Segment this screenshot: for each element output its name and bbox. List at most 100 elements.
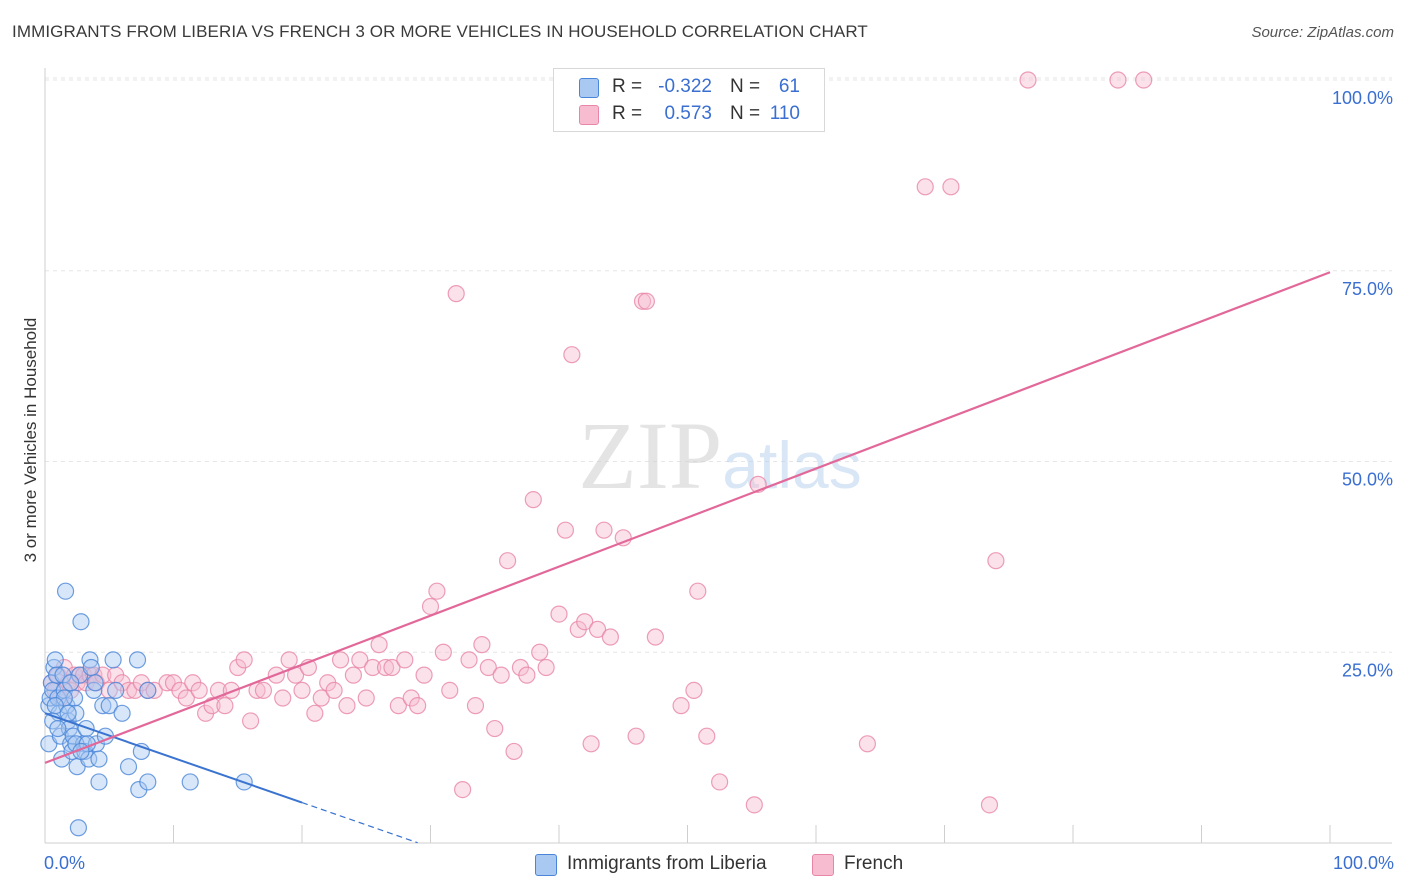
liberia-point xyxy=(62,674,80,692)
french-point xyxy=(595,521,613,539)
liberia-point xyxy=(90,750,108,768)
legend-n-value-french: 110 xyxy=(769,103,800,124)
french-point xyxy=(447,285,465,303)
french-point xyxy=(942,178,960,196)
french-point xyxy=(415,666,433,684)
french-point xyxy=(370,636,388,654)
french-point xyxy=(492,666,510,684)
legend-swatch-liberia xyxy=(579,78,599,98)
legend-n-value-liberia: 61 xyxy=(778,76,800,97)
liberia-point xyxy=(49,719,67,738)
french-point xyxy=(242,712,260,730)
french-point xyxy=(505,742,523,761)
liberia-point xyxy=(113,704,131,722)
french-point xyxy=(563,346,581,364)
french-point xyxy=(858,735,877,753)
french-point xyxy=(980,796,999,814)
french-point xyxy=(499,552,517,570)
french-point xyxy=(1019,71,1037,89)
liberia-trend-extension xyxy=(301,801,418,844)
french-point xyxy=(364,658,382,677)
liberia-point xyxy=(56,582,75,600)
liberia-point xyxy=(46,651,64,669)
liberia-point xyxy=(107,681,125,700)
liberia-point xyxy=(94,697,112,715)
french-point xyxy=(177,689,195,707)
french-point xyxy=(689,582,707,600)
french-point xyxy=(331,651,350,669)
liberia-point xyxy=(82,658,100,677)
liberia-point xyxy=(119,758,138,776)
french-point xyxy=(601,628,620,646)
legend-r-value-liberia: -0.322 xyxy=(658,76,712,97)
french-point xyxy=(158,674,176,692)
french-point xyxy=(646,628,664,646)
french-point xyxy=(274,689,292,707)
french-point xyxy=(518,666,536,684)
liberia-point xyxy=(100,697,118,715)
liberia-point xyxy=(104,651,122,669)
french-point xyxy=(479,658,497,677)
french-point xyxy=(582,735,600,753)
french-point xyxy=(145,681,163,700)
bottom-legend-swatch-liberia xyxy=(535,854,557,876)
liberia-point xyxy=(181,773,199,791)
liberia-point xyxy=(46,697,64,715)
liberia-point xyxy=(86,674,104,692)
legend-r-label: R = xyxy=(612,76,643,97)
french-point xyxy=(434,643,452,661)
y-tick-label: 75.0% xyxy=(1342,279,1393,299)
french-point xyxy=(312,689,330,707)
french-point xyxy=(428,582,446,600)
french-point xyxy=(627,727,645,745)
legend-n-label: N = xyxy=(730,103,761,124)
french-point xyxy=(987,552,1005,570)
french-point xyxy=(466,697,485,715)
source-credit: Source: ZipAtlas.com xyxy=(1251,24,1394,41)
french-point xyxy=(460,651,478,669)
french-point xyxy=(454,780,472,799)
grid-lines xyxy=(45,77,1392,653)
french-point xyxy=(637,292,655,310)
legend-swatch-french xyxy=(579,105,599,125)
french-point xyxy=(672,697,690,715)
french-point xyxy=(409,697,427,715)
french-point xyxy=(383,658,401,677)
french-point xyxy=(389,697,407,715)
french-point xyxy=(396,651,414,669)
french-point xyxy=(306,704,324,722)
french-point xyxy=(376,658,395,677)
french-point xyxy=(119,681,138,700)
french-point xyxy=(486,719,504,738)
french-point xyxy=(685,681,703,700)
french-point xyxy=(711,773,729,791)
french-point xyxy=(351,651,369,669)
chart-title: IMMIGRANTS FROM LIBERIA VS FRENCH 3 OR M… xyxy=(12,22,868,41)
x-tick-label-min: 0.0% xyxy=(44,853,85,873)
french-point xyxy=(576,613,594,631)
liberia-point xyxy=(69,819,88,837)
french-point xyxy=(421,597,440,616)
french-point xyxy=(357,689,375,707)
liberia-points xyxy=(40,582,253,837)
french-point xyxy=(550,605,568,623)
french-point xyxy=(190,681,208,700)
x-tick-label-max: 100.0% xyxy=(1333,853,1394,873)
legend-n-label: N = xyxy=(730,76,761,97)
y-tick-label: 50.0% xyxy=(1342,470,1393,490)
watermark: ZIPatlas xyxy=(578,402,861,509)
french-point xyxy=(537,658,555,677)
french-point xyxy=(293,681,311,700)
legend-r-label: R = xyxy=(612,103,643,124)
liberia-point xyxy=(128,651,147,669)
french-point xyxy=(745,796,763,814)
french-point xyxy=(916,178,934,196)
liberia-trend-line xyxy=(44,712,303,804)
french-point xyxy=(344,666,362,684)
french-point xyxy=(338,697,356,715)
french-point xyxy=(325,681,343,700)
liberia-point xyxy=(47,666,66,684)
liberia-point xyxy=(90,773,108,791)
french-point xyxy=(1109,71,1127,89)
